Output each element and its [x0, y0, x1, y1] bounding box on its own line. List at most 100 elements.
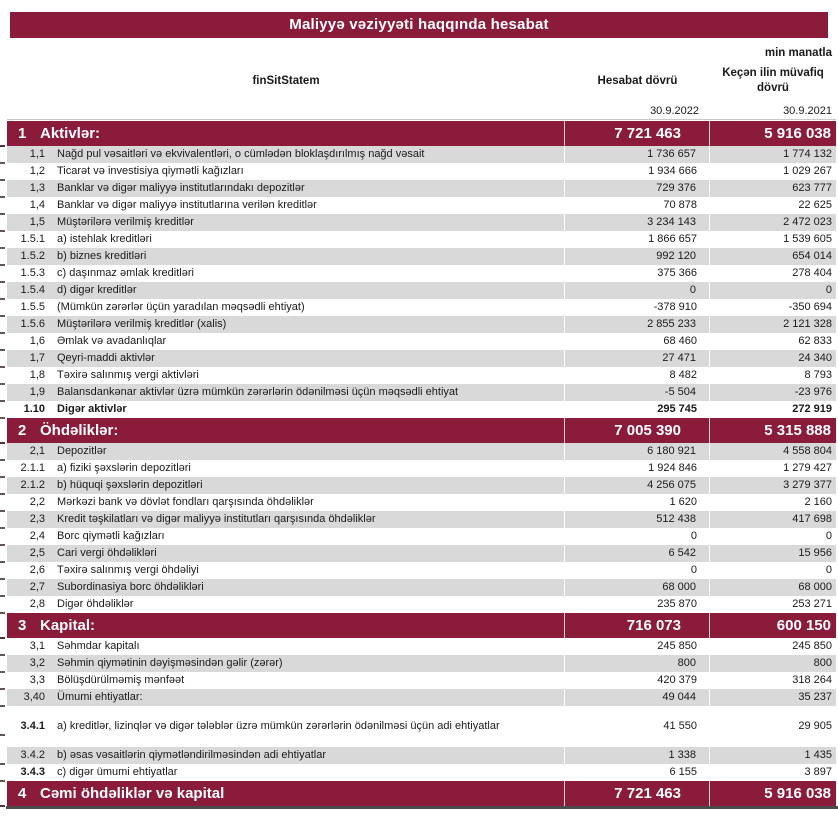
report-title-bar: Maliyyə vəziyyəti haqqında hesabat: [10, 12, 828, 38]
table-row: 3,2 Səhmin qiymətinin dəyişməsindən gəli…: [0, 655, 836, 673]
row-id: 1.5.6: [20, 318, 45, 330]
row-value-current-period: -5 504: [565, 384, 710, 401]
table-row: 2,4 Borc qiymətli kağızları 0 0: [0, 528, 836, 546]
row-label: Səhmdar kapitalı: [57, 640, 140, 652]
row-value-prior-period: 1 774 132: [783, 148, 832, 160]
row-id: 1.5.5: [20, 301, 45, 313]
table-row: 1.5.6 Müştərilərə verilmiş kreditlər (xa…: [0, 316, 836, 334]
table-row: 2,7 Subordinasiya borc öhdəlikləri 68 00…: [0, 579, 836, 597]
row-id: 3.4.3: [20, 766, 45, 778]
row-id: 1,5: [29, 216, 45, 228]
row-value-prior-period: 62 833: [798, 335, 832, 347]
row-id: 1.5.1: [20, 233, 45, 245]
table-row: 1.10 Digər aktivlər 295 745 272 919: [0, 401, 836, 419]
row-value-current-period: 245 850: [657, 640, 697, 652]
row-value-current-period: 716 073: [565, 613, 710, 638]
table-row: 2.1.2 b) hüquqi şəxslərin depozitləri 4 …: [0, 477, 836, 495]
row-value-current-period: 512 438: [565, 511, 710, 528]
row-label: a) istehlak kreditləri: [57, 233, 152, 245]
row-value-prior-period: 1 435: [804, 749, 832, 761]
row-label: Cəmi öhdəliklər və kapital: [34, 781, 565, 806]
row-value-current-period: 0: [690, 564, 697, 576]
row-value-prior-period: 8 793: [804, 369, 832, 381]
table-row: 3.4.3 c) digər ümumi ehtiyatlar 6 155 3 …: [0, 764, 836, 782]
row-id: 2.1.2: [20, 479, 45, 491]
table-row: 2,2 Mərkəzi bank və dövlət fondları qarş…: [0, 494, 836, 512]
row-label: Digər öhdəliklər: [57, 598, 134, 610]
row-id: 2,2: [29, 496, 45, 508]
row-value-current-period: 1 338: [565, 747, 710, 764]
row-label: (Mümkün zərərlər üçün yaradılan məqsədli…: [57, 301, 305, 313]
table-row: 1,2 Ticarət və investisiya qiymətli kağı…: [0, 163, 836, 181]
table-row: 2.1.1 a) fiziki şəxslərin depozitləri 1 …: [0, 460, 836, 478]
financial-statement-page: Maliyyə vəziyyəti haqqında hesabat min m…: [0, 12, 838, 823]
table-row: 1,8 Təxirə salınmış vergi aktivləri 8 48…: [0, 367, 836, 385]
row-id: 3.4.1: [20, 720, 45, 732]
table-row: 2,8 Digər öhdəliklər 235 870 253 271: [0, 596, 836, 614]
row-id: 3,40: [23, 691, 45, 703]
row-value-current-period: 7 721 463: [565, 121, 710, 146]
table-row: 2,3 Kredit təşkilatları və digər maliyyə…: [0, 511, 836, 529]
row-label: Nağd pul vəsaitləri və ekvivalentləri, o…: [50, 146, 565, 163]
table-row: 1.5.2 b) biznes kreditləri 992 120 654 0…: [0, 248, 836, 266]
row-id: 1.10: [23, 403, 45, 415]
row-label: Əmlak və avadanlıqlar: [57, 335, 167, 347]
row-value-prior-period: 318 264: [792, 674, 832, 686]
row-id: 1.5.3: [20, 267, 45, 279]
table-row: 1,4 Banklar və digər maliyyə institutlar…: [0, 197, 836, 215]
row-label: Qeyri-maddi aktivlər: [50, 350, 565, 367]
table-row: 1.5.5 (Mümkün zərərlər üçün yaradılan mə…: [0, 299, 836, 317]
row-value-current-period: 1 924 846: [648, 462, 697, 474]
row-value-prior-period: 15 956: [798, 547, 832, 559]
row-value-prior-period: 3 279 377: [783, 479, 832, 491]
row-value-prior-period: 800: [813, 657, 832, 669]
row-value-current-period: 49 044: [565, 689, 710, 706]
row-id: 4: [18, 785, 27, 802]
row-id: 2: [18, 422, 27, 439]
row-label: Səhmin qiymətinin dəyişməsindən gəlir (z…: [50, 655, 565, 672]
table-row: 1.5.3 c) daşınmaz əmlak kreditləri 375 3…: [0, 265, 836, 283]
row-label: b) biznes kreditləri: [50, 248, 565, 265]
row-id: 3,2: [29, 657, 45, 669]
row-value-prior-period: 245 850: [792, 640, 832, 652]
row-label: a) kreditlər, lizinqlər və digər tələblə…: [57, 720, 500, 732]
row-value-prior-period: -350 694: [788, 301, 832, 313]
row-id: 2,7: [29, 581, 45, 593]
row-value-prior-period: 0: [825, 284, 832, 296]
row-id: 2,8: [29, 598, 45, 610]
row-id: 1,6: [29, 335, 45, 347]
row-id: 3: [18, 617, 27, 634]
row-value-current-period: 6 542: [565, 545, 710, 562]
row-value-current-period: 70 878: [663, 199, 697, 211]
table-bottom-border: [6, 806, 838, 809]
row-value-prior-period: 29 905: [798, 720, 832, 732]
row-id: 1.5.2: [20, 250, 45, 262]
row-label: Təxirə salınmış vergi aktivləri: [57, 369, 199, 381]
row-id: 2,1: [29, 445, 45, 457]
table-row: 3,40 Ümumi ehtiyatlar: 49 044 35 237: [0, 689, 836, 707]
statement-table: 1 Aktivlər: 7 721 463 5 916 038 1,1 Nağd…: [0, 121, 836, 807]
table-row: 3,1 Səhmdar kapitalı 245 850 245 850: [0, 638, 836, 656]
row-label: Öhdəliklər:: [34, 418, 565, 443]
row-value-prior-period: 5 315 888: [764, 422, 831, 439]
row-value-current-period: 68 460: [663, 335, 697, 347]
row-label: b) hüquqi şəxslərin depozitləri: [50, 477, 565, 494]
row-value-prior-period: 0: [825, 564, 832, 576]
row-value-current-period: 235 870: [657, 598, 697, 610]
table-row: 4 Cəmi öhdəliklər və kapital 7 721 463 5…: [0, 781, 836, 807]
row-id: 2.1.1: [20, 462, 45, 474]
row-label: Cari vergi öhdəlikləri: [50, 545, 565, 562]
row-value-current-period: 1 736 657: [565, 146, 710, 163]
row-id: 3.4.2: [20, 749, 45, 761]
row-value-current-period: 27 471: [565, 350, 710, 367]
table-row: 1,7 Qeyri-maddi aktivlər 27 471 24 340: [0, 350, 836, 368]
row-value-prior-period: 35 237: [798, 691, 832, 703]
table-row: 1,6 Əmlak və avadanlıqlar 68 460 62 833: [0, 333, 836, 351]
row-value-prior-period: 3 897: [804, 766, 832, 778]
table-row: 2,1 Depozitlər 6 180 921 4 558 804: [0, 443, 836, 461]
row-label: Banklar və digər maliyyə institutlarında…: [50, 180, 565, 197]
row-value-current-period: 420 379: [657, 674, 697, 686]
row-label: Ümumi ehtiyatlar:: [50, 689, 565, 706]
row-value-prior-period: 5 916 038: [764, 125, 831, 142]
row-value-current-period: 68 000: [565, 579, 710, 596]
